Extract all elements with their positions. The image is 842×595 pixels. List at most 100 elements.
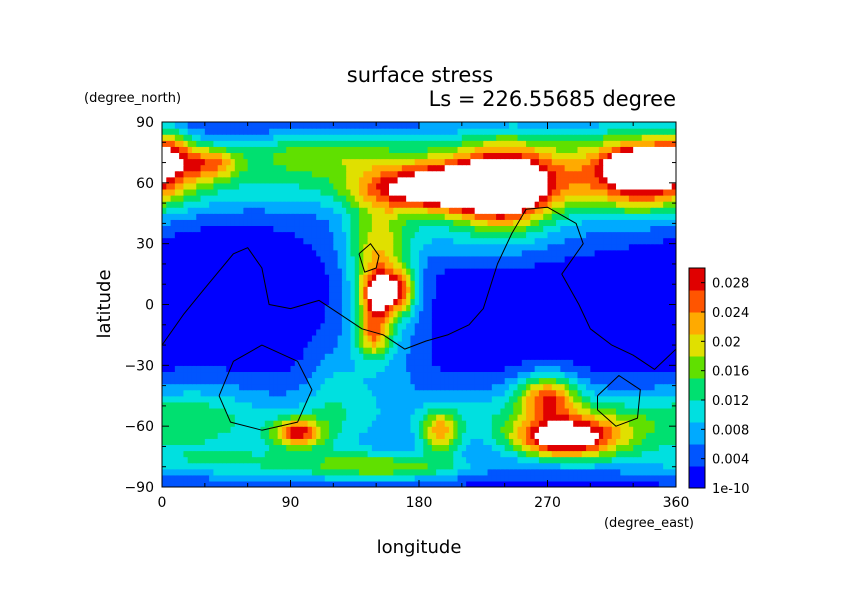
field-cell xyxy=(616,480,621,487)
field-cell xyxy=(598,432,604,439)
field-cell xyxy=(183,377,189,385)
field-cell xyxy=(294,407,300,415)
field-cell xyxy=(260,231,266,239)
field-cell xyxy=(616,334,621,342)
field-cell xyxy=(376,480,382,487)
field-cell xyxy=(521,456,527,464)
field-cell xyxy=(200,341,206,348)
field-cell xyxy=(359,444,364,452)
field-cell xyxy=(380,359,386,366)
field-cell xyxy=(337,389,343,397)
field-cell xyxy=(534,243,540,251)
field-cell xyxy=(663,341,669,348)
field-cell xyxy=(654,474,660,482)
field-cell xyxy=(273,255,279,263)
field-cell xyxy=(620,371,626,379)
field-cell xyxy=(671,322,676,330)
field-cell xyxy=(320,261,326,269)
field-cell xyxy=(590,401,596,409)
field-cell xyxy=(444,286,450,293)
field-cell xyxy=(436,438,442,446)
field-cell xyxy=(410,426,416,433)
field-cell xyxy=(221,474,227,482)
field-cell xyxy=(517,474,523,482)
field-cell xyxy=(500,341,506,348)
field-cell xyxy=(448,462,454,470)
field-cell xyxy=(504,420,510,427)
field-cell xyxy=(526,255,531,263)
field-cell xyxy=(461,231,467,239)
field-cell xyxy=(470,286,476,293)
field-cell xyxy=(650,334,656,342)
field-cell xyxy=(384,286,390,293)
field-cell xyxy=(466,353,471,360)
field-cell xyxy=(461,438,467,446)
field-cell xyxy=(299,407,304,415)
field-cell xyxy=(466,237,471,245)
field-cell xyxy=(423,322,429,330)
field-cell xyxy=(269,407,274,415)
field-cell xyxy=(196,444,202,452)
field-cell xyxy=(221,365,227,373)
field-cell xyxy=(478,298,484,306)
field-cell xyxy=(667,249,673,257)
field-cell xyxy=(174,274,180,281)
field-cell xyxy=(530,426,536,433)
field-cell xyxy=(166,456,172,464)
field-cell xyxy=(191,474,197,482)
field-cell xyxy=(427,286,433,293)
field-cell xyxy=(264,341,270,348)
field-cell xyxy=(568,304,574,312)
field-cell xyxy=(230,243,236,251)
field-cell xyxy=(299,341,304,348)
field-cell xyxy=(663,261,669,269)
field-cell xyxy=(534,328,540,336)
field-cell xyxy=(346,304,352,312)
field-cell xyxy=(568,359,574,366)
field-cell xyxy=(401,420,407,427)
field-cell xyxy=(594,341,600,348)
field-cell xyxy=(637,377,643,385)
field-cell xyxy=(277,414,283,421)
field-cell xyxy=(508,249,514,257)
field-cell xyxy=(200,377,206,385)
field-cell xyxy=(513,389,519,397)
field-cell xyxy=(444,401,450,409)
field-cell xyxy=(401,395,407,403)
field-cell xyxy=(478,474,484,482)
field-cell xyxy=(217,462,223,470)
field-cell xyxy=(397,237,403,245)
field-cell xyxy=(243,231,249,239)
field-cell xyxy=(461,377,467,385)
field-cell xyxy=(200,456,206,464)
field-cell xyxy=(526,268,531,275)
field-cell xyxy=(187,268,193,275)
field-cell xyxy=(534,371,540,379)
field-cell xyxy=(491,365,497,373)
field-cell xyxy=(380,280,386,287)
field-cell xyxy=(221,316,227,324)
field-cell xyxy=(346,365,352,373)
field-cell xyxy=(393,341,399,348)
field-cell xyxy=(166,249,172,257)
field-cell xyxy=(620,401,626,409)
field-cell xyxy=(500,365,506,373)
field-cell xyxy=(607,456,613,464)
field-cell xyxy=(423,389,429,397)
field-cell xyxy=(530,383,536,391)
field-cell xyxy=(667,334,673,342)
field-cell xyxy=(624,237,630,245)
field-cell xyxy=(517,456,523,464)
field-cell xyxy=(534,237,540,245)
field-cell xyxy=(658,280,664,287)
field-cell xyxy=(470,347,476,354)
field-cell xyxy=(590,468,596,476)
field-cell xyxy=(474,474,480,482)
field-cell xyxy=(423,426,429,433)
field-cell xyxy=(221,377,227,385)
field-cell xyxy=(191,322,197,330)
field-cell xyxy=(419,480,424,487)
field-cell xyxy=(183,407,189,415)
field-cell xyxy=(543,365,549,373)
field-cell xyxy=(363,474,369,482)
